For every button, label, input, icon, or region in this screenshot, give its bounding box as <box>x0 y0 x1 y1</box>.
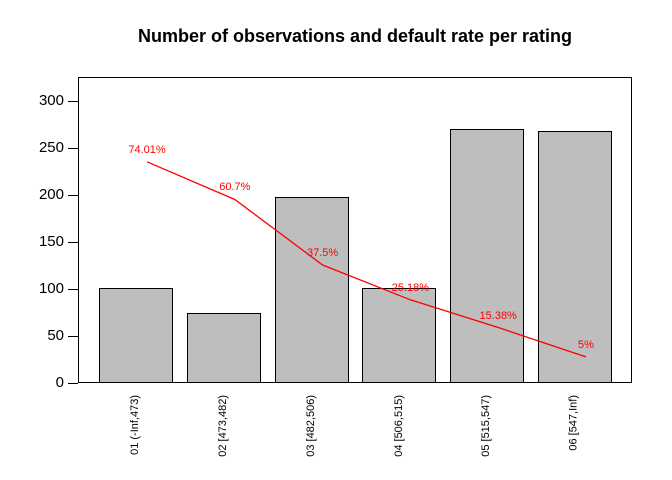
y-tick <box>68 148 78 149</box>
y-tick-label: 100 <box>38 280 64 297</box>
bar-05 <box>450 129 525 382</box>
y-tick-label: 250 <box>38 139 64 156</box>
rate-point-label: 15.38% <box>479 309 517 322</box>
y-tick-label: 0 <box>55 374 64 391</box>
y-tick <box>68 101 78 102</box>
y-tick-label: 50 <box>47 327 64 344</box>
rate-point-label: 25.18% <box>391 281 430 294</box>
y-tick <box>68 242 78 243</box>
default-rate-polyline <box>146 161 587 358</box>
y-tick-label: 200 <box>38 186 64 203</box>
bar-03 <box>274 197 349 382</box>
y-tick-label: 150 <box>38 233 64 250</box>
rate-point-label: 74.01% <box>128 143 166 156</box>
bar-06 <box>538 131 612 382</box>
rate-point-label: 60.7% <box>219 181 251 194</box>
rate-point-label: 37.5% <box>306 247 339 260</box>
y-tick <box>68 383 78 384</box>
y-tick <box>68 336 78 337</box>
bar-02 <box>186 313 261 382</box>
y-tick-label: 300 <box>38 92 64 109</box>
plot-area <box>78 77 632 383</box>
rate-point-label: 5% <box>578 338 594 351</box>
default-rate-line <box>146 161 587 358</box>
y-tick <box>68 195 78 196</box>
bar-01 <box>99 288 173 382</box>
chart-title: Number of observations and default rate … <box>137 26 573 46</box>
y-tick <box>68 289 78 290</box>
